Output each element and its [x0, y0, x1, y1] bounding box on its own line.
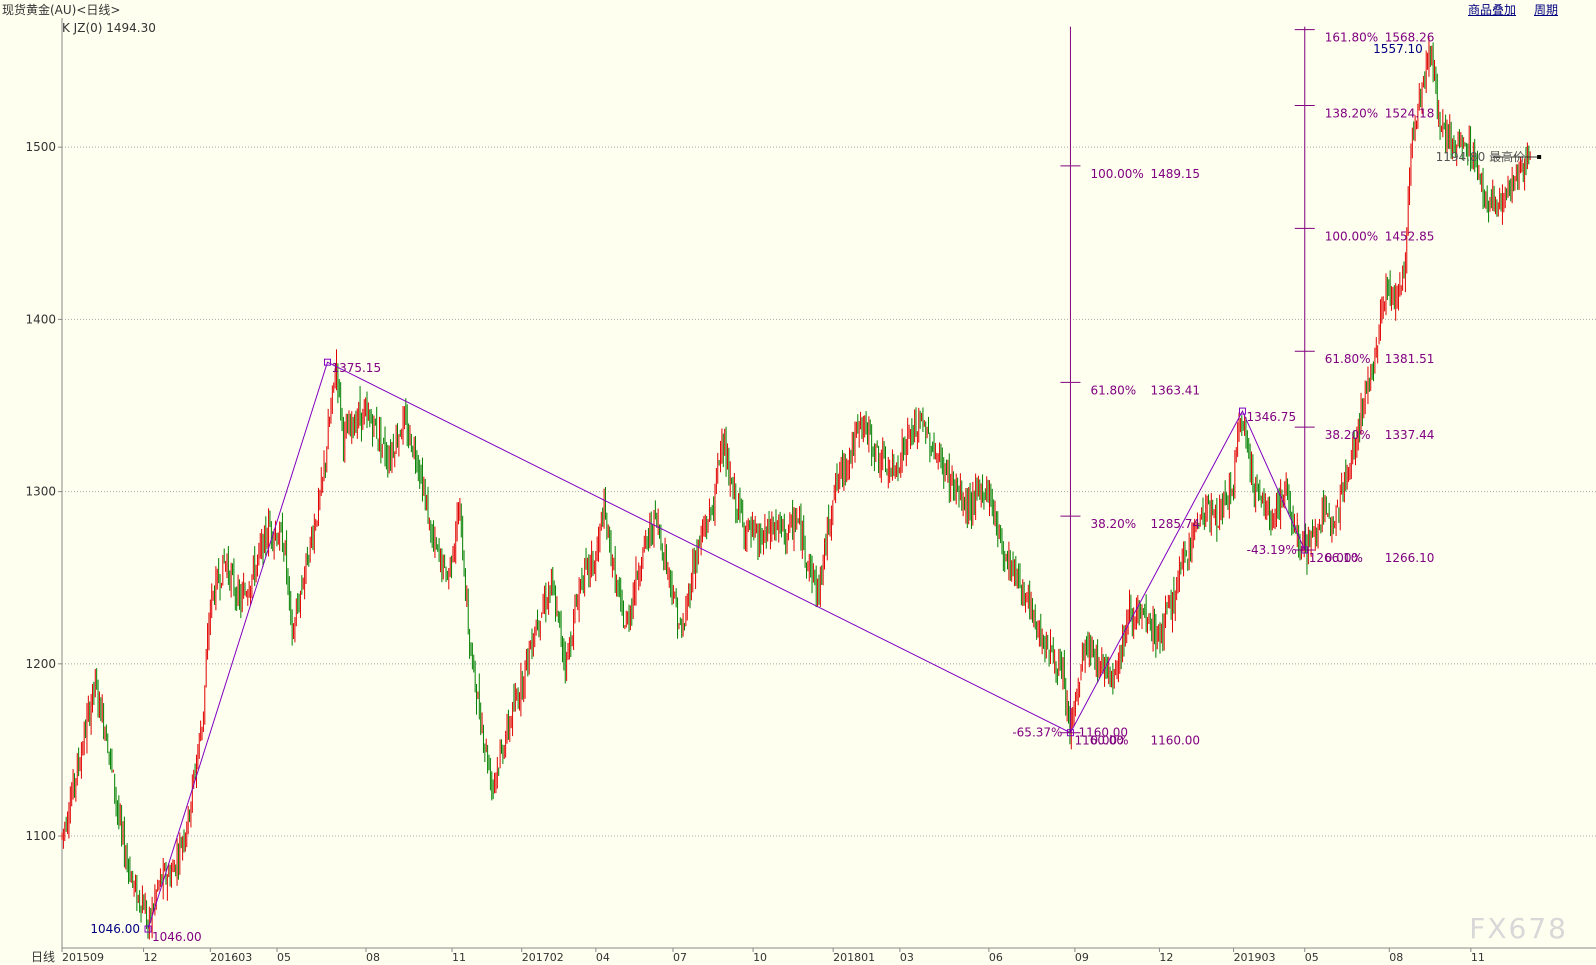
x-tick-label: 08	[366, 951, 380, 964]
x-tick-label: 03	[900, 951, 914, 964]
swing-label: 1160.00	[1074, 734, 1124, 748]
x-tick-label: 04	[596, 951, 610, 964]
annotation-label: 1160.00	[1078, 726, 1128, 740]
swing-label: 1375.15	[331, 361, 381, 375]
x-tick-label: 12	[1159, 951, 1173, 964]
x-tick-label: 05	[1305, 951, 1319, 964]
chart-title: 现货黄金(AU)<日线>	[2, 3, 121, 17]
fib-level-pct: 61.80%	[1325, 352, 1371, 366]
fib-level-price: 1568.26	[1385, 31, 1435, 45]
swing-label: 1346.75	[1246, 410, 1296, 424]
fib-level-price: 1489.15	[1150, 167, 1200, 181]
x-tick-label: 06	[989, 951, 1003, 964]
watermark: FX678	[1469, 912, 1568, 945]
swing-marker	[144, 925, 152, 933]
annotation-label: 1557.10	[1373, 42, 1423, 56]
fib-level-price: 1452.85	[1385, 229, 1435, 243]
fib-level-price: 1363.41	[1150, 383, 1200, 397]
y-tick-label: 1300	[25, 485, 56, 499]
period-link[interactable]: 周期	[1534, 3, 1559, 17]
x-tick-label: 201603	[210, 951, 252, 964]
x-tick-label: 08	[1389, 951, 1403, 964]
annotation-label: 1046.00	[90, 922, 140, 936]
y-tick-label: 1200	[25, 657, 56, 671]
x-tick-label: 09	[1075, 951, 1089, 964]
fib-level-price: 1337.44	[1385, 428, 1435, 442]
fib-level-pct: 61.80%	[1090, 383, 1136, 397]
fib-level-price: 1381.51	[1385, 352, 1435, 366]
x-tick-label: 201702	[522, 951, 564, 964]
x-tick-label: 12	[144, 951, 158, 964]
fib-level-price: 1524.18	[1385, 107, 1435, 121]
x-tick-label: 10	[753, 951, 767, 964]
fib-level-pct: 100.00%	[1090, 167, 1143, 181]
fib-level-pct: 138.20%	[1325, 107, 1378, 121]
fib-level-pct: 0.00%	[1325, 551, 1363, 565]
x-tick-label: 201903	[1234, 951, 1276, 964]
annotation-label: -43.19%	[1247, 543, 1297, 557]
fib-level-price: 1160.00	[1150, 734, 1200, 748]
swing-marker	[1238, 407, 1246, 415]
indicator-readout: K JZ(0) 1494.30	[62, 21, 156, 35]
fib-level-price: 1266.10	[1385, 551, 1435, 565]
annotation-label: -65.37%	[1012, 726, 1062, 740]
fib-level-pct: 38.20%	[1325, 428, 1371, 442]
x-tick-label: 11	[1471, 951, 1485, 964]
fib-level-price: 1285.74	[1150, 517, 1200, 531]
fib-level-pct: 38.20%	[1090, 517, 1136, 531]
overlay-commodity-link[interactable]: 商品叠加	[1468, 3, 1517, 17]
y-tick-label: 1100	[25, 829, 56, 843]
x-tick-label: 07	[673, 951, 687, 964]
swing-label: 1046.00	[152, 930, 202, 944]
swing-label: 1266.10	[1309, 551, 1359, 565]
x-tick-label: 11	[452, 951, 466, 964]
x-tick-label: 201801	[833, 951, 875, 964]
last-price-marker	[1537, 154, 1542, 159]
candles	[61, 37, 1531, 940]
fib-level-pct: 0.00%	[1090, 734, 1128, 748]
fib-level-pct: 161.80%	[1325, 31, 1378, 45]
period-label: 日线	[31, 950, 55, 964]
annotation-label: 1194.80 最高价	[1436, 149, 1525, 164]
x-tick-label: 201509	[62, 951, 104, 964]
swing-marker	[323, 358, 331, 366]
x-tick-label: 05	[277, 951, 291, 964]
y-tick-label: 1500	[25, 140, 56, 154]
y-tick-label: 1400	[25, 312, 56, 326]
top-bar: 现货黄金(AU)<日线> 商品叠加 周期	[0, 0, 1596, 18]
fib-level-pct: 100.00%	[1325, 229, 1378, 243]
